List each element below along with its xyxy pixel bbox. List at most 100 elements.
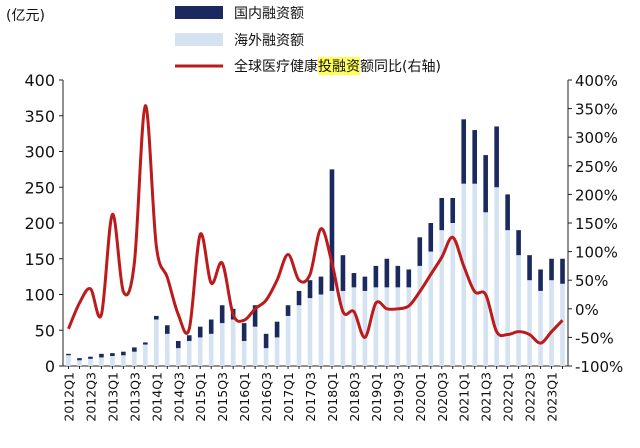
bar-overseas (197, 337, 203, 366)
left-axis-tick-label: 250 (24, 178, 55, 197)
bar-domestic (164, 325, 170, 334)
bar-domestic (472, 130, 477, 184)
bar-domestic (439, 197, 445, 231)
x-axis-tick-label: 2013Q1 (105, 372, 120, 422)
bar-domestic (252, 305, 258, 327)
bar-overseas (340, 290, 346, 366)
bar-domestic (527, 255, 532, 281)
bar-domestic (88, 356, 93, 359)
bar-domestic (186, 335, 192, 341)
bar-domestic (461, 119, 467, 184)
left-axis-unit: (亿元) (6, 8, 45, 24)
bar-domestic (340, 255, 346, 291)
x-axis-tick-label: 2014Q1 (149, 372, 164, 422)
right-axis-tick-label: 350% (575, 101, 618, 119)
bar-overseas (121, 355, 126, 366)
bar-overseas (175, 348, 181, 366)
bar-overseas (252, 326, 258, 366)
legend-swatch-overseas (175, 33, 223, 46)
x-axis-tick-label: 2020Q3 (435, 372, 450, 422)
bar-domestic (274, 321, 280, 338)
bar-domestic (175, 340, 181, 349)
bar-domestic (77, 358, 82, 361)
x-axis-tick-label: 2022Q1 (501, 372, 516, 422)
x-axis-tick-label: 2021Q1 (457, 372, 472, 422)
bar-domestic (219, 305, 225, 324)
bar-domestic (285, 305, 291, 316)
left-axis-tick-label: 400 (24, 71, 55, 90)
x-axis-tick-label: 2021Q3 (479, 372, 494, 422)
plot-area: 0 50 100 150 200 250 300 350 400 -100% -50% 0% 50% 10… (24, 71, 623, 422)
bar-domestic (197, 326, 203, 338)
x-axis-tick-label: 2014Q3 (171, 372, 186, 422)
bar-overseas (362, 290, 368, 366)
bar-overseas (219, 323, 225, 366)
bar-domestic (329, 169, 335, 291)
bar-overseas (472, 183, 477, 366)
x-axis-tick-label: 2016Q3 (259, 372, 274, 422)
bar-domestic (516, 230, 521, 256)
bar-domestic (296, 290, 302, 306)
x-axis-tick-label: 2018Q3 (347, 372, 362, 422)
left-axis-tick-label: 150 (24, 250, 55, 269)
x-axis-tick-label: 2020Q1 (413, 372, 428, 422)
bar-overseas (450, 223, 456, 366)
bar-overseas (318, 294, 324, 366)
legend-label-yoy: 全球医疗健康投融资额同比(右轴) (234, 58, 441, 75)
bar-domestic (99, 353, 104, 358)
legend-label-overseas: 海外融资额 (234, 33, 304, 49)
right-axis-tick-label: -100% (575, 358, 623, 376)
left-axis-tick-label: 100 (24, 286, 55, 305)
bar-overseas (154, 319, 159, 366)
bar-domestic (132, 347, 137, 352)
legend-swatch-domestic (175, 6, 223, 19)
bar-domestic (560, 258, 565, 284)
bar-domestic (208, 319, 214, 334)
legend-label-domestic: 国内融资额 (234, 6, 304, 22)
bar-domestic (505, 194, 510, 231)
bar-overseas (110, 355, 115, 366)
bar-overseas (329, 290, 335, 366)
right-axis-tick-label: 50% (575, 272, 608, 290)
bar-domestic (549, 258, 554, 281)
bar-overseas (99, 357, 104, 366)
x-axis-tick-label: 2018Q1 (325, 372, 340, 422)
bar-domestic (307, 280, 313, 299)
bar-domestic (154, 315, 159, 320)
right-axis-tick-label: 0% (575, 301, 599, 319)
bar-overseas (373, 287, 379, 366)
bar-overseas (296, 305, 302, 366)
bar-overseas (285, 315, 291, 366)
bar-domestic (263, 333, 269, 349)
bar-domestic (538, 269, 543, 291)
bar-overseas (516, 255, 521, 366)
bar-overseas (560, 283, 565, 366)
bar-overseas (505, 230, 510, 366)
yoy-line (67, 104, 564, 345)
bar-overseas (164, 333, 170, 366)
bar-overseas (351, 287, 357, 366)
bar-overseas (428, 251, 434, 366)
bar-domestic (143, 342, 148, 345)
bar-overseas (461, 183, 467, 366)
x-axis-tick-label: 2015Q3 (215, 372, 230, 422)
x-axis-tick-label: 2023Q1 (545, 372, 560, 422)
bar-domestic (417, 237, 423, 266)
bar-overseas (538, 290, 543, 366)
bar-domestic (373, 265, 379, 288)
left-axis-tick-label: 200 (24, 214, 55, 233)
bar-domestic (483, 155, 488, 213)
x-axis-tick-label: 2019Q1 (369, 372, 384, 422)
bar-domestic (450, 197, 456, 223)
legend-highlight (318, 57, 360, 75)
bar-overseas (439, 230, 445, 366)
right-axis-tick-label: -50% (575, 329, 614, 347)
right-axis-tick-label: 150% (575, 215, 618, 233)
bar-overseas (274, 337, 280, 366)
bar-overseas (406, 287, 412, 366)
bar-domestic (494, 126, 499, 188)
right-axis-tick-label: 300% (575, 129, 618, 147)
left-axis-tick-label: 350 (24, 107, 55, 126)
x-axis-tick-label: 2012Q1 (61, 372, 76, 422)
